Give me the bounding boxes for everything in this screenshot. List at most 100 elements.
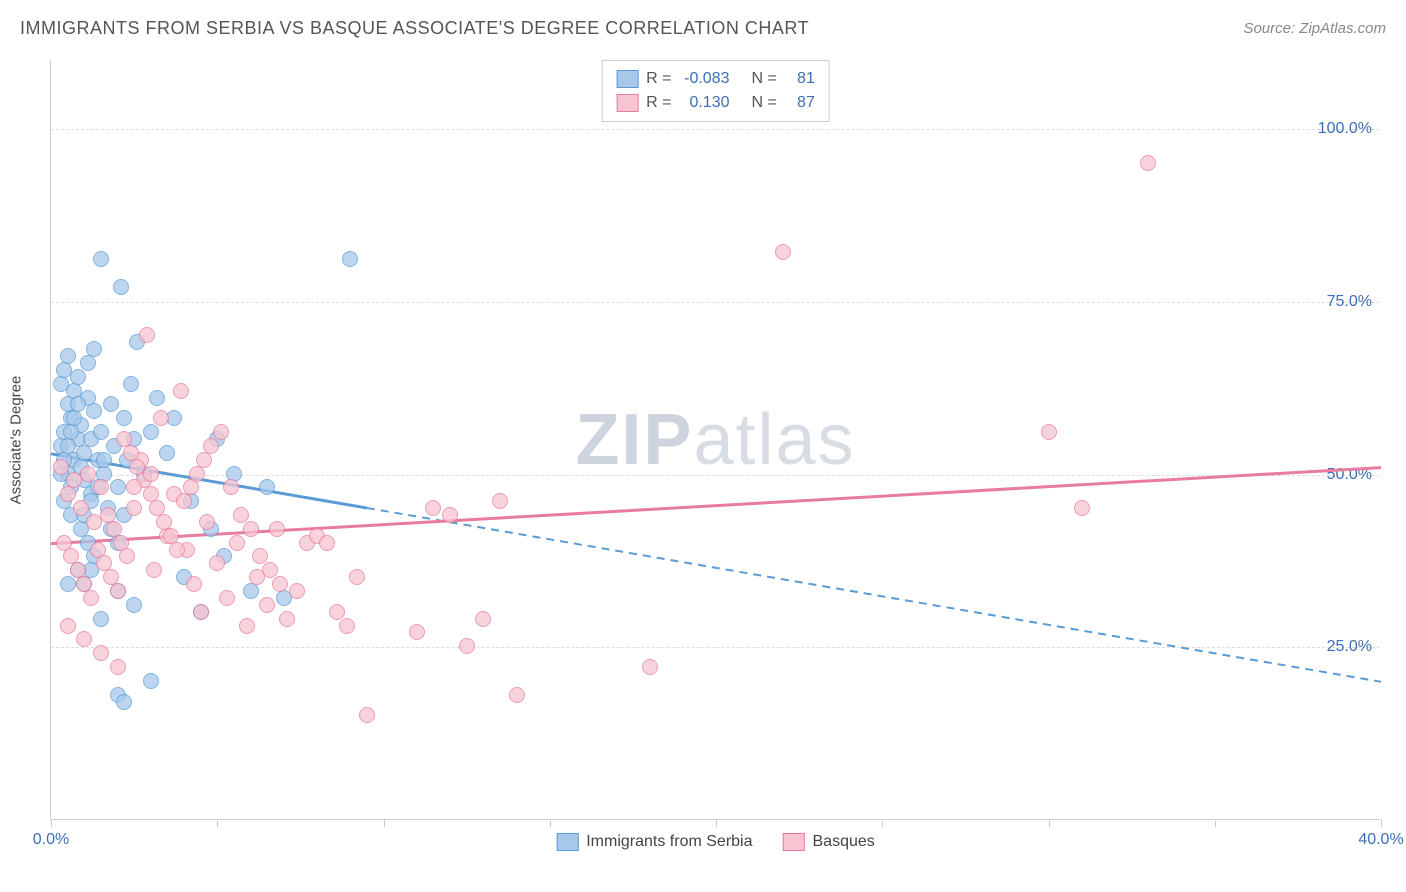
data-point: [425, 500, 441, 516]
data-point: [123, 376, 139, 392]
data-point: [93, 251, 109, 267]
data-point: [146, 562, 162, 578]
scatter-plot: ZIPatlas Associate's Degree 25.0%50.0%75…: [50, 60, 1380, 820]
series-legend: Immigrants from Serbia Basques: [556, 833, 875, 851]
data-point: [139, 327, 155, 343]
chart-title: IMMIGRANTS FROM SERBIA VS BASQUE ASSOCIA…: [20, 18, 809, 39]
n-label: N =: [752, 67, 777, 91]
y-tick-label: 100.0%: [1318, 120, 1372, 138]
data-point: [126, 479, 142, 495]
watermark: ZIPatlas: [575, 399, 855, 481]
data-point: [213, 424, 229, 440]
gridline: [51, 129, 1380, 130]
data-point: [169, 542, 185, 558]
data-point: [93, 611, 109, 627]
data-point: [60, 618, 76, 634]
data-point: [492, 493, 508, 509]
data-point: [93, 479, 109, 495]
x-tick: [716, 819, 717, 827]
source-label: Source: ZipAtlas.com: [1243, 20, 1386, 37]
data-point: [66, 410, 82, 426]
data-point: [269, 521, 285, 537]
data-point: [60, 438, 76, 454]
data-point: [53, 459, 69, 475]
data-point: [209, 555, 225, 571]
data-point: [509, 687, 525, 703]
x-tick: [1049, 819, 1050, 827]
r-label: R =: [646, 91, 671, 115]
x-tick: [384, 819, 385, 827]
data-point: [86, 341, 102, 357]
data-point: [93, 645, 109, 661]
data-point: [339, 618, 355, 634]
data-point: [149, 390, 165, 406]
data-point: [143, 466, 159, 482]
data-point: [110, 479, 126, 495]
data-point: [189, 466, 205, 482]
data-point: [116, 694, 132, 710]
data-point: [349, 569, 365, 585]
data-point: [96, 452, 112, 468]
data-point: [73, 500, 89, 516]
data-point: [1074, 500, 1090, 516]
r-value: -0.083: [680, 67, 730, 91]
data-point: [86, 403, 102, 419]
data-point: [203, 438, 219, 454]
data-point: [56, 362, 72, 378]
title-bar: IMMIGRANTS FROM SERBIA VS BASQUE ASSOCIA…: [20, 18, 1386, 39]
r-value: 0.130: [680, 91, 730, 115]
data-point: [359, 707, 375, 723]
series-legend-item: Immigrants from Serbia: [556, 833, 752, 851]
stats-legend-row: R =0.130N =87: [616, 91, 815, 115]
data-point: [193, 604, 209, 620]
data-point: [116, 410, 132, 426]
data-point: [153, 410, 169, 426]
data-point: [219, 590, 235, 606]
x-tick: [51, 819, 52, 827]
trend-line-dashed: [367, 508, 1381, 682]
data-point: [126, 597, 142, 613]
series-legend-item: Basques: [783, 833, 875, 851]
x-tick-minor: [550, 821, 551, 827]
y-tick-label: 50.0%: [1327, 466, 1372, 484]
data-point: [183, 479, 199, 495]
data-point: [199, 514, 215, 530]
y-tick-label: 75.0%: [1327, 293, 1372, 311]
data-point: [239, 618, 255, 634]
data-point: [409, 624, 425, 640]
data-point: [60, 486, 76, 502]
data-point: [272, 576, 288, 592]
legend-swatch: [616, 70, 638, 88]
legend-swatch: [556, 833, 578, 851]
data-point: [342, 251, 358, 267]
data-point: [259, 597, 275, 613]
gridline: [51, 475, 1380, 476]
data-point: [159, 445, 175, 461]
stats-legend: R =-0.083N =81R =0.130N =87: [601, 60, 830, 122]
data-point: [53, 376, 69, 392]
series-name: Immigrants from Serbia: [586, 833, 752, 851]
data-point: [60, 576, 76, 592]
data-point: [60, 348, 76, 364]
data-point: [1041, 424, 1057, 440]
n-value: 87: [785, 91, 815, 115]
data-point: [196, 452, 212, 468]
data-point: [70, 396, 86, 412]
x-tick-label: 0.0%: [33, 831, 69, 849]
data-point: [93, 424, 109, 440]
data-point: [775, 244, 791, 260]
data-point: [110, 583, 126, 599]
data-point: [103, 396, 119, 412]
data-point: [80, 466, 96, 482]
data-point: [259, 479, 275, 495]
data-point: [176, 493, 192, 509]
series-name: Basques: [813, 833, 875, 851]
data-point: [76, 631, 92, 647]
data-point: [126, 500, 142, 516]
legend-swatch: [616, 94, 638, 112]
data-point: [143, 673, 159, 689]
gridline: [51, 647, 1380, 648]
legend-swatch: [783, 833, 805, 851]
data-point: [173, 383, 189, 399]
data-point: [442, 507, 458, 523]
